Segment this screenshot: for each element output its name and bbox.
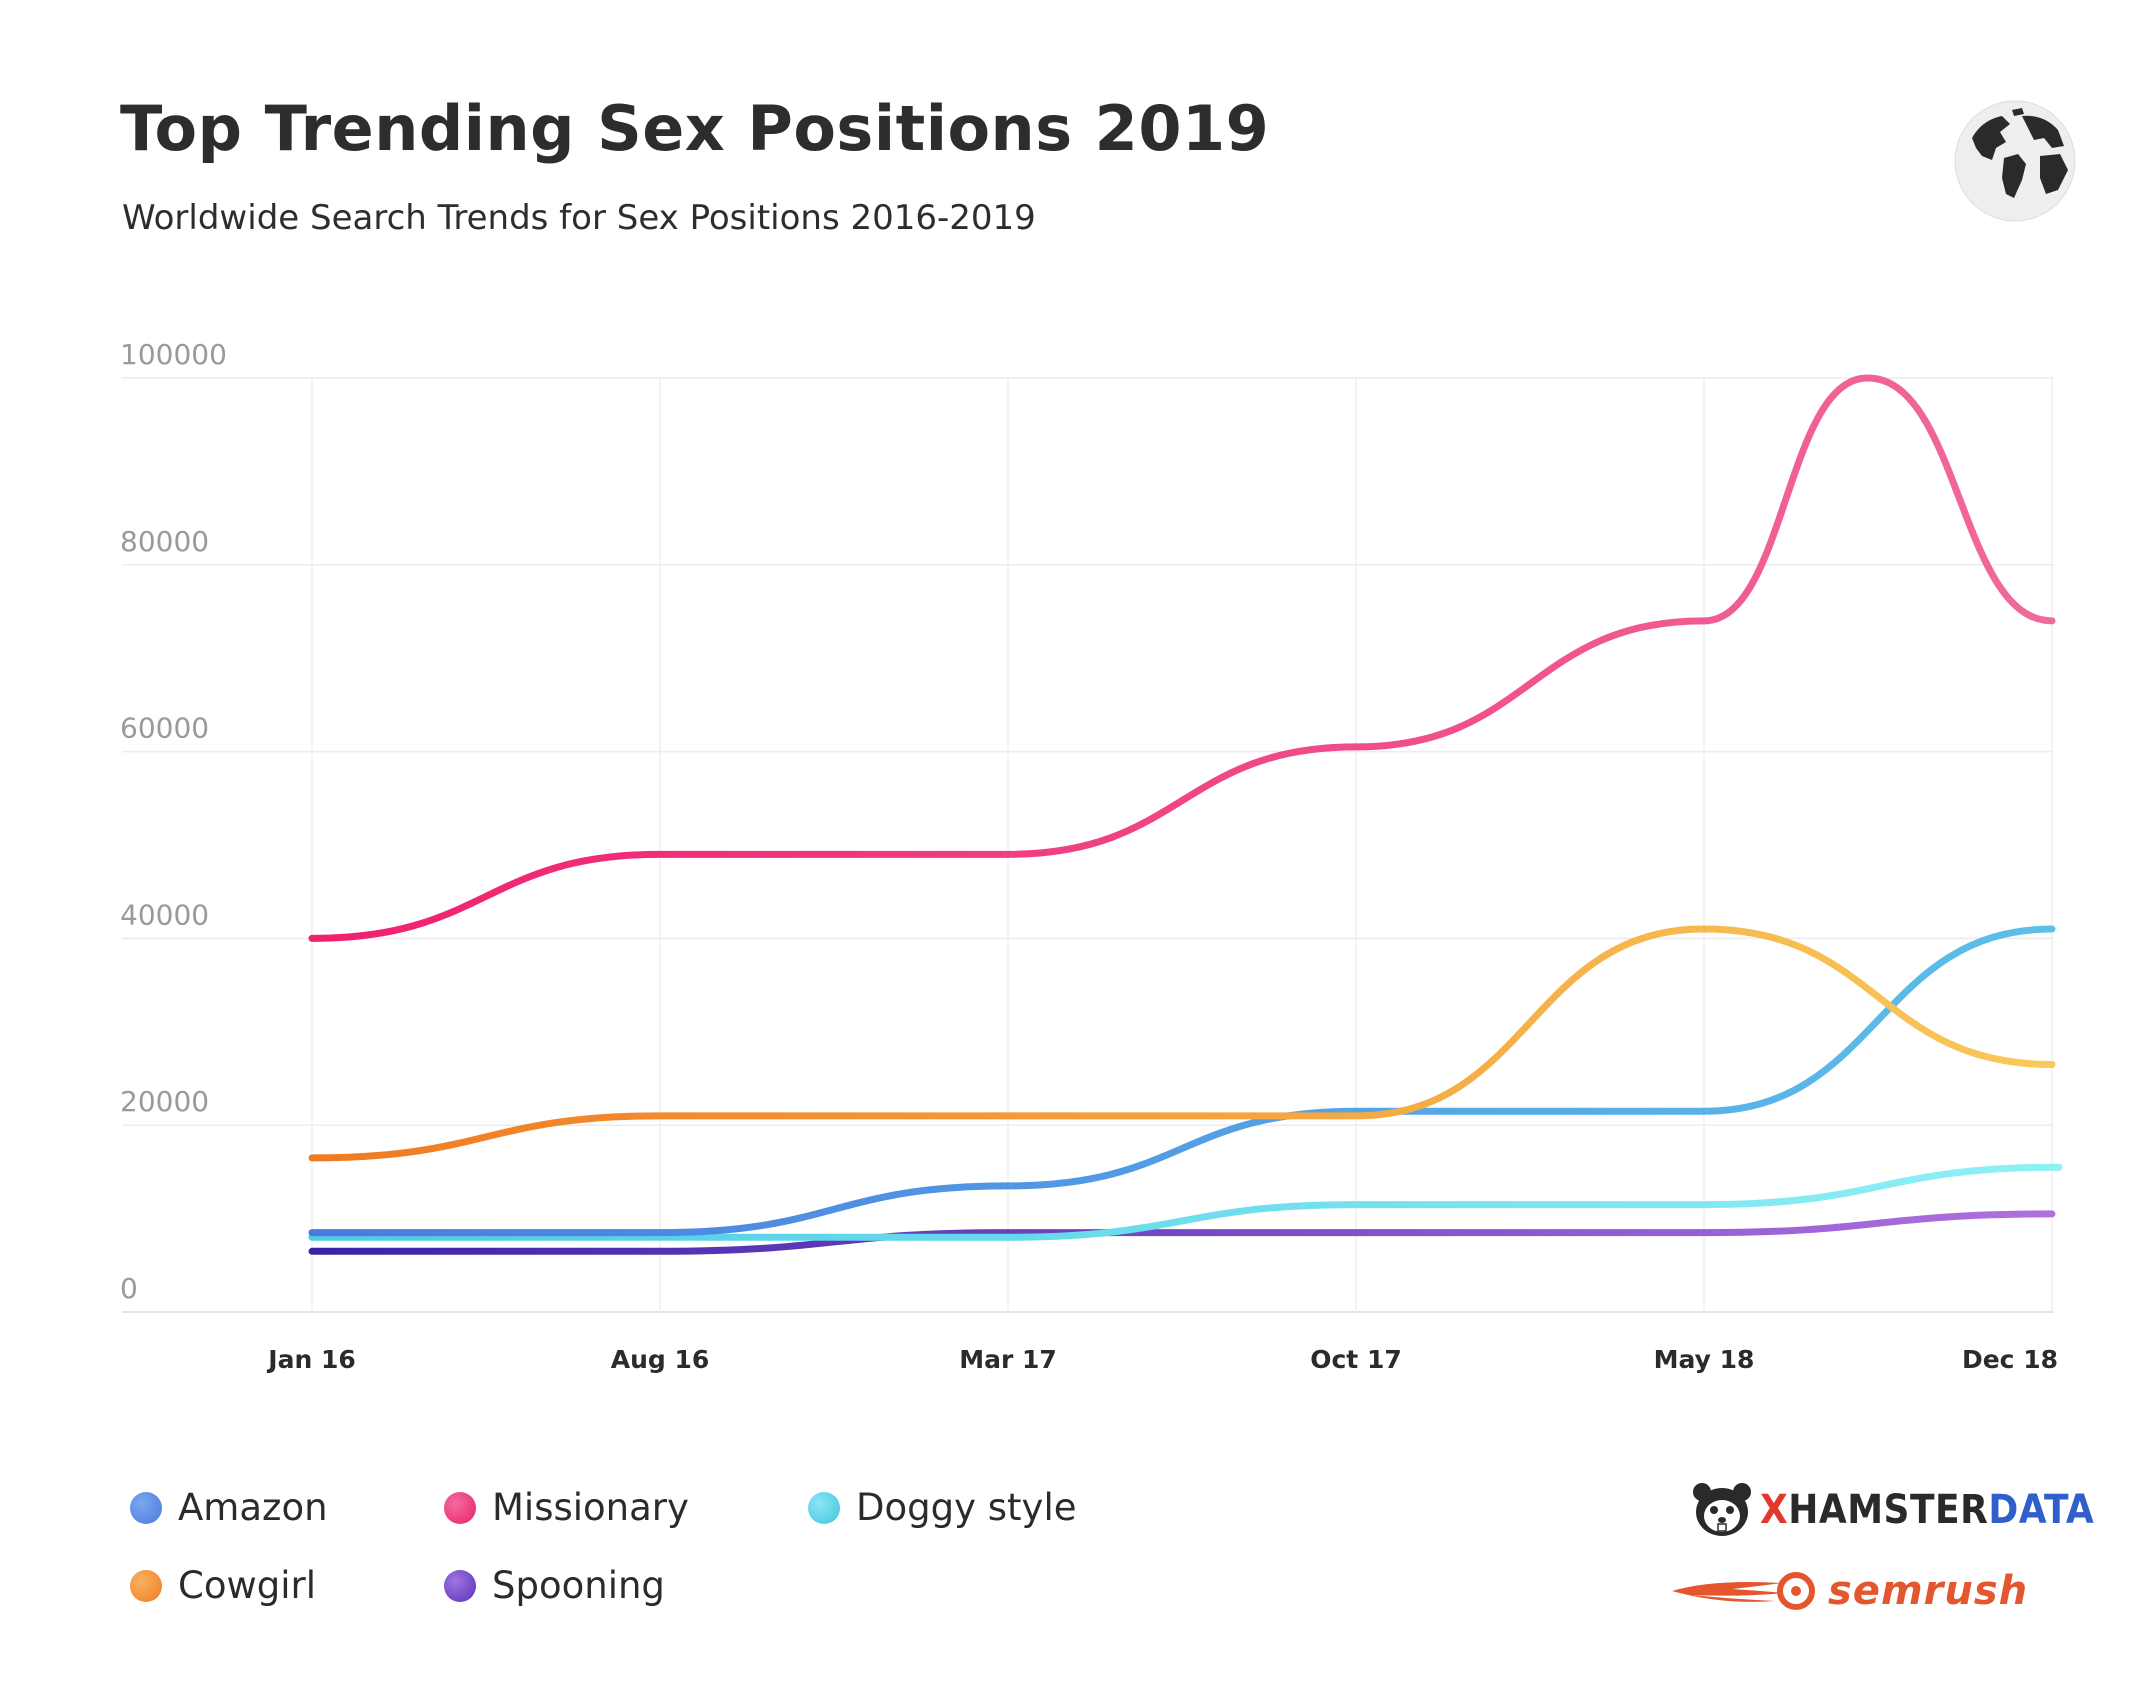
legend-label: Spooning xyxy=(492,1564,665,1607)
x-tick-label: Aug 16 xyxy=(611,1345,710,1374)
legend-dot-doggy-style xyxy=(808,1491,840,1524)
series-line-cowgirl xyxy=(308,925,2056,1162)
line-chart: 0 20000 40000 60000 80000 100000 Jan 16 Aug 16 M… xyxy=(120,338,2063,1374)
series-line-missionary xyxy=(308,374,2056,942)
x-tick-label: Jan 16 xyxy=(266,1345,355,1374)
y-tick-label: 40000 xyxy=(120,898,209,931)
legend-label: Cowgirl xyxy=(178,1564,316,1607)
semrush-logo: semrush xyxy=(1672,1568,2028,1614)
series-line-amazon xyxy=(308,925,2056,1237)
y-tick-label: 20000 xyxy=(120,1085,209,1118)
xhamster-name: HAMSTER xyxy=(1788,1487,1989,1533)
series-line-doggy-style xyxy=(308,1163,2063,1241)
x-tick-label: May 18 xyxy=(1654,1345,1755,1374)
legend-dot-missionary xyxy=(444,1491,476,1524)
x-tick-label: Oct 17 xyxy=(1310,1345,1402,1374)
axes: 0 20000 40000 60000 80000 100000 Jan 16 Aug 16 M… xyxy=(120,338,2058,1374)
legend-label: Doggy style xyxy=(856,1486,1077,1529)
y-tick-label: 100000 xyxy=(120,338,227,371)
comet-icon xyxy=(1672,1572,1815,1610)
x-tick-label: Dec 18 xyxy=(1962,1345,2058,1374)
legend-dot-amazon xyxy=(130,1491,162,1524)
y-tick-label: 60000 xyxy=(120,712,209,745)
legend-item-spooning[interactable]: Spooning xyxy=(444,1564,665,1607)
xhamster-x: X xyxy=(1760,1487,1789,1533)
legend-dot-cowgirl xyxy=(130,1569,162,1602)
series-lines xyxy=(308,374,2063,1255)
legend-item-doggy-style[interactable]: Doggy style xyxy=(808,1486,1076,1529)
x-tick-label: Mar 17 xyxy=(959,1345,1057,1374)
legend-item-cowgirl[interactable]: Cowgirl xyxy=(130,1564,316,1607)
legend-item-amazon[interactable]: Amazon xyxy=(130,1486,328,1529)
xhamster-data-logo: XHAMSTERDATA xyxy=(1690,1480,2094,1540)
semrush-wordmark: semrush xyxy=(1828,1568,2029,1614)
chart-title: Top Trending Sex Positions 2019 xyxy=(120,92,1270,165)
legend-label: Amazon xyxy=(178,1486,328,1529)
legend-item-missionary[interactable]: Missionary xyxy=(444,1486,689,1529)
chart-subtitle: Worldwide Search Trends for Sex Position… xyxy=(122,198,1036,238)
y-tick-label: 80000 xyxy=(120,525,209,558)
hamster-icon xyxy=(1693,1483,1751,1536)
legend-dot-spooning xyxy=(444,1569,476,1602)
globe-icon xyxy=(1954,100,2076,222)
series-line-spooning xyxy=(308,1210,2056,1255)
legend-label: Missionary xyxy=(492,1486,689,1529)
y-tick-label: 0 xyxy=(120,1272,138,1305)
xhamster-data: DATA xyxy=(1988,1487,2095,1533)
